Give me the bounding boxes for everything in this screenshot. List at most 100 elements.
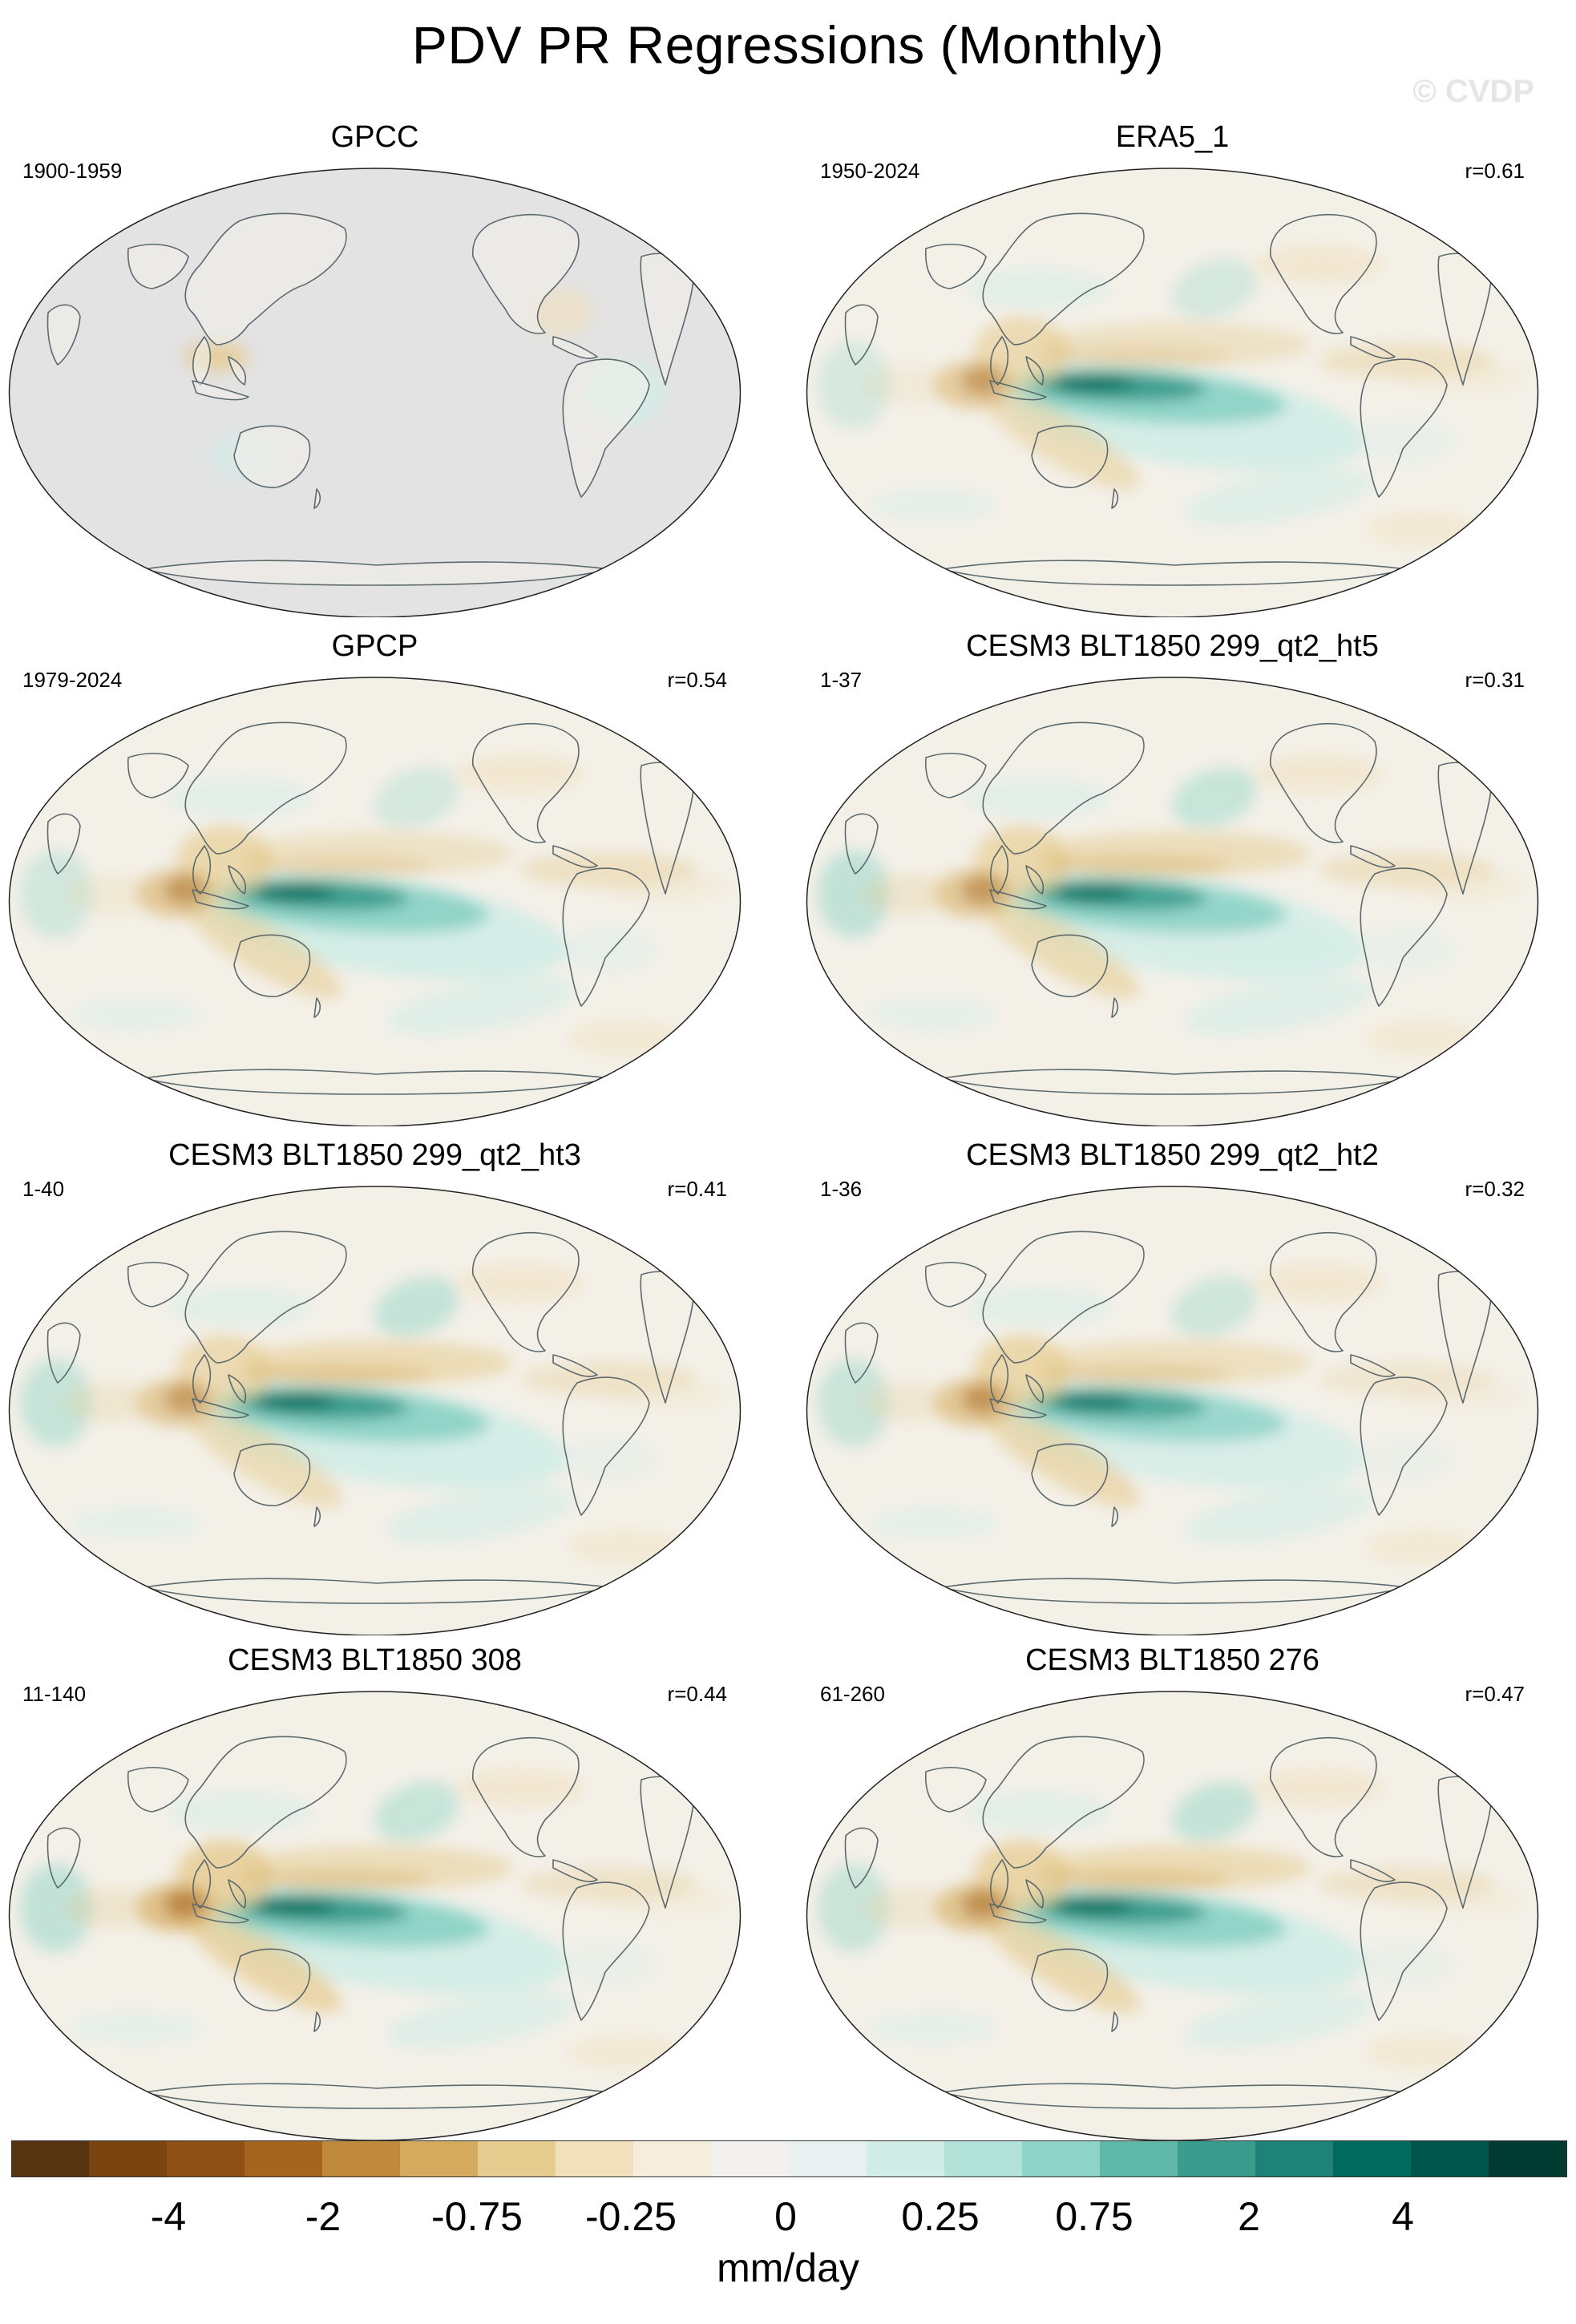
coastline	[1111, 997, 1119, 1018]
coastline	[1025, 1374, 1044, 1404]
coastline	[184, 1231, 347, 1364]
precip-anomaly	[1054, 1898, 1134, 1914]
precip-anomaly	[966, 269, 1110, 309]
coastline	[228, 356, 246, 386]
panel-correlation: r=0.54	[667, 668, 727, 692]
coastline	[990, 336, 1009, 386]
precip-anomaly	[457, 1768, 585, 1808]
precip-anomaly	[1171, 1781, 1258, 1842]
coastline	[127, 244, 189, 289]
precip-anomaly	[818, 850, 890, 938]
precip-anomaly	[168, 778, 313, 818]
coastline	[844, 304, 879, 366]
precip-anomaly	[72, 1507, 200, 1539]
coastline	[925, 753, 987, 798]
coastline	[228, 1879, 246, 1909]
precip-anomaly	[1038, 1365, 1230, 1384]
colorbar-swatch	[1100, 2140, 1178, 2177]
coastline	[1111, 2011, 1119, 2032]
colorbar-swatch	[711, 2140, 790, 2177]
precip-anomaly	[386, 976, 576, 1036]
coastline	[192, 889, 249, 910]
coastline	[192, 1903, 249, 1924]
coastline	[1031, 1443, 1109, 1506]
precip-anomaly	[168, 1287, 313, 1327]
precip-anomaly	[966, 1287, 1110, 1327]
figure-title: PDV PR Regressions (Monthly)	[411, 15, 1165, 75]
colorbar-tick-label: 2	[1238, 2194, 1260, 2239]
coastline	[1360, 867, 1448, 1007]
coastline	[982, 1736, 1145, 1869]
coastline	[1031, 934, 1109, 997]
precip-anomaly	[984, 901, 1140, 999]
precip-anomaly	[962, 1384, 1002, 1413]
coastline	[1111, 488, 1119, 509]
coastline	[562, 867, 650, 1007]
precip-anomaly	[1038, 856, 1230, 875]
coastline	[989, 1903, 1047, 1924]
colorbar-tick-label: -0.75	[431, 2194, 523, 2239]
colorbar-swatch	[1489, 2140, 1567, 2177]
precip-anomaly	[1359, 417, 1455, 465]
coastline	[233, 1948, 311, 2011]
precip-anomaly	[164, 1384, 204, 1413]
coastline	[233, 934, 311, 997]
coastline	[925, 1767, 987, 1813]
coastline	[184, 1736, 347, 1869]
precip-anomaly	[20, 1864, 92, 1952]
precip-anomaly	[818, 1864, 890, 1952]
coastline	[990, 1859, 1009, 1909]
colorbar-swatch	[400, 2140, 479, 2177]
precip-anomaly	[386, 1485, 576, 1545]
precip-anomaly	[64, 1383, 160, 1423]
precip-anomaly	[72, 998, 200, 1030]
panel-period: 1-36	[820, 1177, 863, 1201]
precip-anomaly	[257, 1898, 337, 1914]
coastline	[471, 722, 580, 843]
coastline	[228, 865, 246, 895]
precip-anomaly	[164, 875, 204, 904]
regression-map	[8, 677, 742, 1126]
colorbar-swatch	[1411, 2140, 1489, 2177]
panel-title: CESM3 BLT1850 308	[228, 1643, 522, 1677]
colorbar-tick-label: 0.75	[1055, 2194, 1134, 2239]
coastline	[1025, 1879, 1044, 1909]
precip-anomaly	[187, 901, 342, 999]
panel-correlation: r=0.31	[1465, 668, 1525, 692]
precip-anomaly	[1183, 1485, 1374, 1545]
precip-anomaly	[818, 1359, 890, 1447]
colorbar-units: mm/day	[717, 2245, 859, 2290]
coastline	[1025, 356, 1044, 386]
coastline	[1350, 1354, 1396, 1377]
map-border	[8, 1186, 742, 1635]
panel-period: 11-140	[22, 1682, 87, 1706]
precip-anomaly	[601, 1379, 729, 1411]
panel-title: CESM3 BLT1850 276	[1025, 1643, 1319, 1677]
panel-correlation: r=0.47	[1465, 1682, 1525, 1706]
colorbar-swatch	[322, 2140, 401, 2177]
precip-anomaly	[966, 778, 1110, 818]
precip-anomaly	[966, 1792, 1110, 1832]
map-border	[8, 677, 742, 1126]
coastline	[990, 845, 1009, 895]
coastline	[313, 488, 321, 509]
colorbar-tick-label: 4	[1392, 2194, 1414, 2239]
coastline	[471, 213, 580, 334]
coastline	[1360, 358, 1448, 498]
colorbar-swatch	[556, 2140, 634, 2177]
precip-anomaly	[962, 1890, 1002, 1918]
coastline	[192, 845, 212, 895]
coastline	[925, 244, 987, 289]
precip-anomaly	[1255, 1768, 1383, 1808]
map-panel: CESM3 BLT1850 299_qt2_ht5 1-37 r=0.31	[798, 629, 1547, 1126]
coastline	[657, 1755, 681, 1771]
coastline	[228, 1374, 246, 1404]
coastline	[471, 1736, 580, 1857]
panel-correlation: r=0.44	[667, 1682, 727, 1706]
coastline	[562, 1376, 650, 1516]
colorbar-swatch	[1333, 2140, 1412, 2177]
coastline	[313, 997, 321, 1018]
precip-anomaly	[870, 2012, 998, 2044]
precip-anomaly	[164, 1890, 204, 1918]
coastline	[844, 813, 879, 875]
